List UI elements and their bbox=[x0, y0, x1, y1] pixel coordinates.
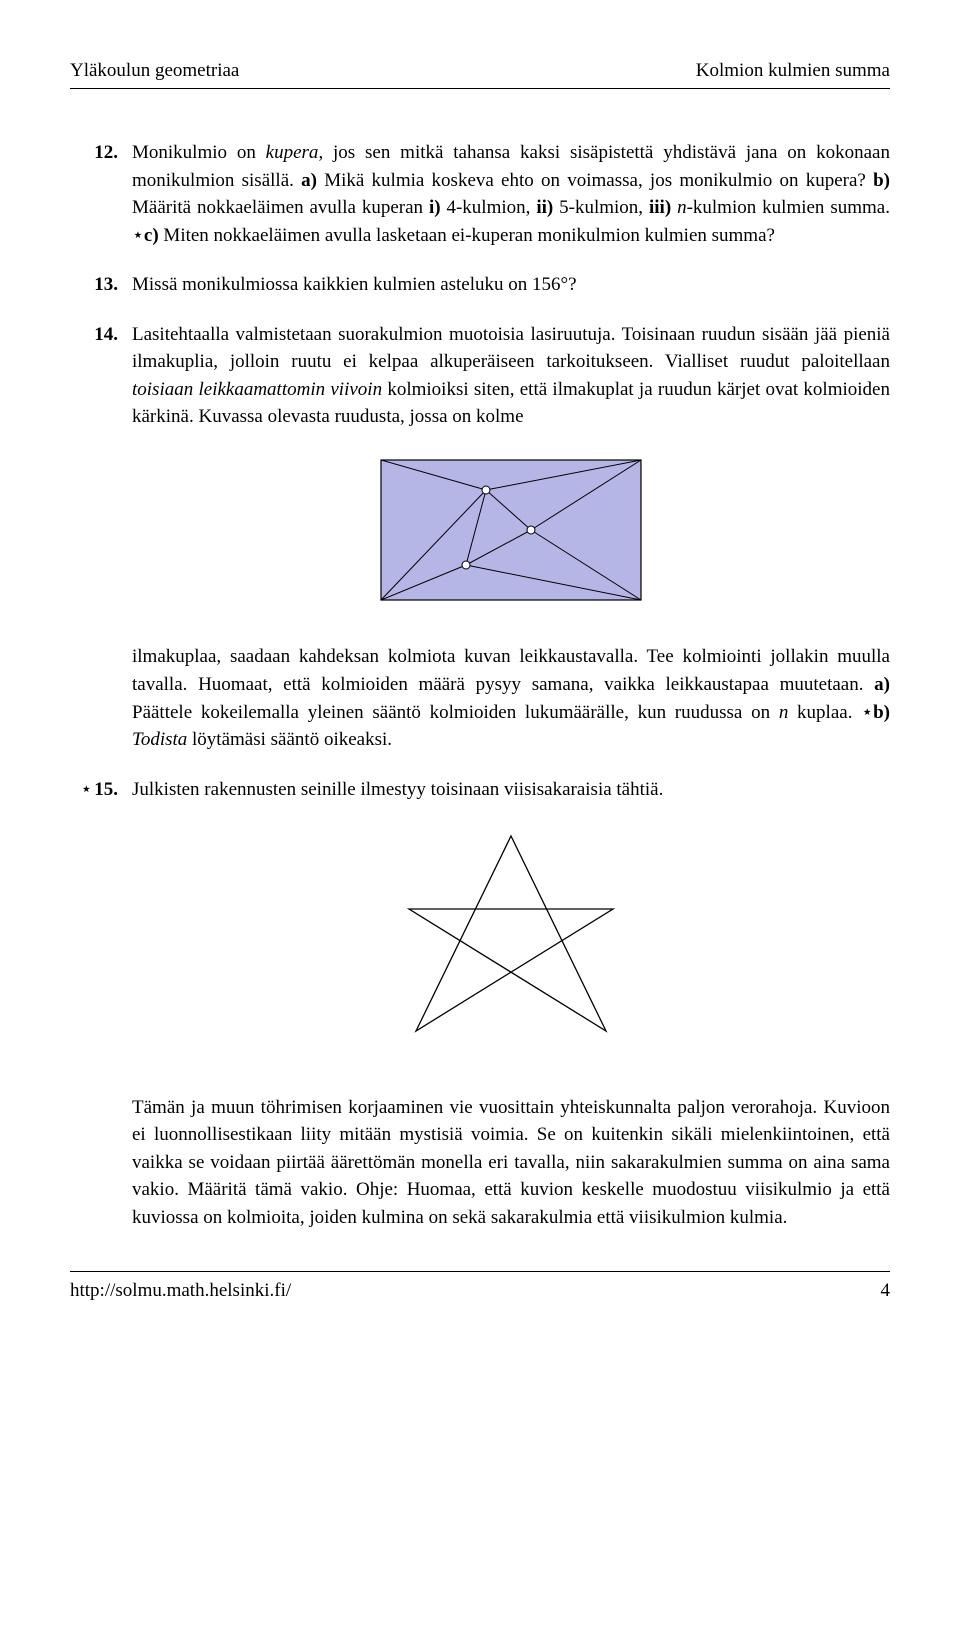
problem-14: 14. Lasitehtaalla valmistetaan suorakulm… bbox=[70, 321, 890, 754]
problem-body: Missä monikulmiossa kaikkien kulmien ast… bbox=[132, 271, 890, 299]
footer-page-number: 4 bbox=[881, 1280, 891, 1302]
figure-star bbox=[132, 831, 890, 1060]
problem-number: 13. bbox=[70, 271, 132, 299]
star-diagram-icon bbox=[401, 831, 621, 1051]
problem-body: Lasitehtaalla valmistetaan suorakulmion … bbox=[132, 321, 890, 754]
header-right: Kolmion kulmien summa bbox=[696, 60, 890, 82]
problem-15: ⋆15. Julkisten rakennusten seinille ilme… bbox=[70, 776, 890, 1232]
problem-12: 12. Monikulmio on kupera, jos sen mitkä … bbox=[70, 139, 890, 249]
page-footer: http://solmu.math.helsinki.fi/ 4 bbox=[70, 1280, 890, 1302]
problem-number: 12. bbox=[70, 139, 132, 249]
footer-url: http://solmu.math.helsinki.fi/ bbox=[70, 1280, 291, 1302]
problem-13: 13. Missä monikulmiossa kaikkien kulmien… bbox=[70, 271, 890, 299]
figure-rectangle bbox=[132, 459, 890, 610]
header-left: Yläkoulun geometriaa bbox=[70, 60, 239, 82]
footer-rule bbox=[70, 1271, 890, 1272]
problem-body: Monikulmio on kupera, jos sen mitkä taha… bbox=[132, 139, 890, 249]
page-header: Yläkoulun geometriaa Kolmion kulmien sum… bbox=[70, 60, 890, 82]
problem-number: ⋆15. bbox=[70, 776, 132, 1232]
rectangle-diagram-icon bbox=[380, 459, 642, 601]
problem-body: Julkisten rakennusten seinille ilmestyy … bbox=[132, 776, 890, 1232]
problem-number: 14. bbox=[70, 321, 132, 754]
header-rule bbox=[70, 88, 890, 89]
